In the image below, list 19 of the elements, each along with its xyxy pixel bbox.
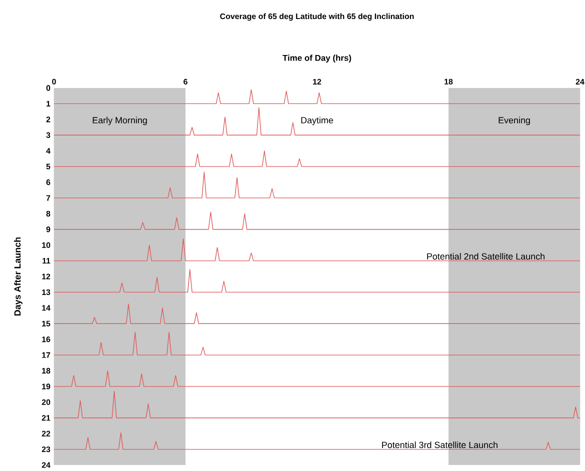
line-series (54, 269, 580, 293)
line-series (54, 107, 580, 136)
annotation: Potential 2nd Satellite Launch (427, 253, 544, 260)
line-series (54, 89, 580, 104)
line-series (54, 370, 580, 387)
line-series (54, 212, 580, 230)
annotation: Potential 3rd Satellite Launch (382, 442, 498, 448)
line-series (54, 432, 580, 450)
line-series (54, 238, 580, 262)
band-label: Evening (498, 116, 530, 126)
y-axis-title: Days After Launch (14, 237, 22, 316)
band-label: Daytime (301, 116, 334, 126)
line-series (54, 150, 580, 167)
line-series (54, 172, 580, 198)
x-axis-title: Time of Day (hrs) (282, 54, 352, 63)
band-label: Early Morning (92, 116, 147, 126)
line-series (54, 304, 580, 324)
line-series (54, 332, 580, 356)
line-series (54, 390, 580, 418)
